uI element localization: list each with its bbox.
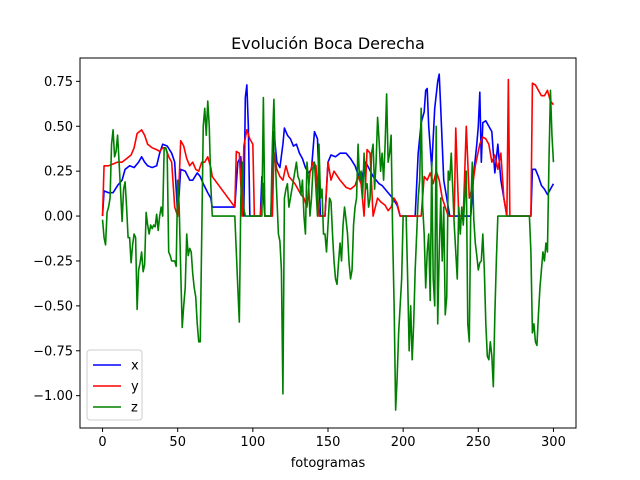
legend-box: [86, 349, 143, 421]
legend-label-y: y: [131, 380, 139, 395]
x-tick-label: 100: [240, 435, 265, 450]
y-tick-label: 0.75: [44, 75, 73, 90]
y-tick-label: −0.50: [33, 299, 73, 314]
series-line-y: [101, 78, 555, 217]
legend: xyz: [86, 349, 143, 421]
chart-title: Evolución Boca Derecha: [231, 34, 425, 53]
legend-label-x: x: [131, 359, 139, 374]
x-tick-label: 300: [541, 435, 566, 450]
y-axis: −1.00 −0.75 −0.50 −0.25 0.00 0.25 0.50 0.75: [33, 75, 80, 404]
legend-label-z: z: [131, 401, 138, 416]
x-tick-label: 200: [391, 435, 416, 450]
x-tick-label: 250: [466, 435, 491, 450]
y-tick-label: −0.25: [33, 254, 73, 269]
x-axis: 0 50 100 150 200 250 300: [98, 428, 566, 450]
x-tick-label: 0: [98, 435, 106, 450]
y-tick-label: 0.25: [44, 165, 73, 180]
series-line-z: [101, 89, 555, 411]
x-axis-label: fotogramas: [291, 456, 366, 471]
x-tick-label: 150: [316, 435, 341, 450]
series-line-x: [101, 73, 555, 217]
x-tick-label: 50: [169, 435, 186, 450]
plot-frame: [79, 57, 577, 429]
plot-lines: [101, 73, 555, 411]
y-tick-label: 0.50: [44, 120, 73, 135]
y-tick-label: −0.75: [33, 344, 73, 359]
y-tick-label: −1.00: [33, 389, 73, 404]
y-tick-label: 0.00: [44, 210, 73, 225]
